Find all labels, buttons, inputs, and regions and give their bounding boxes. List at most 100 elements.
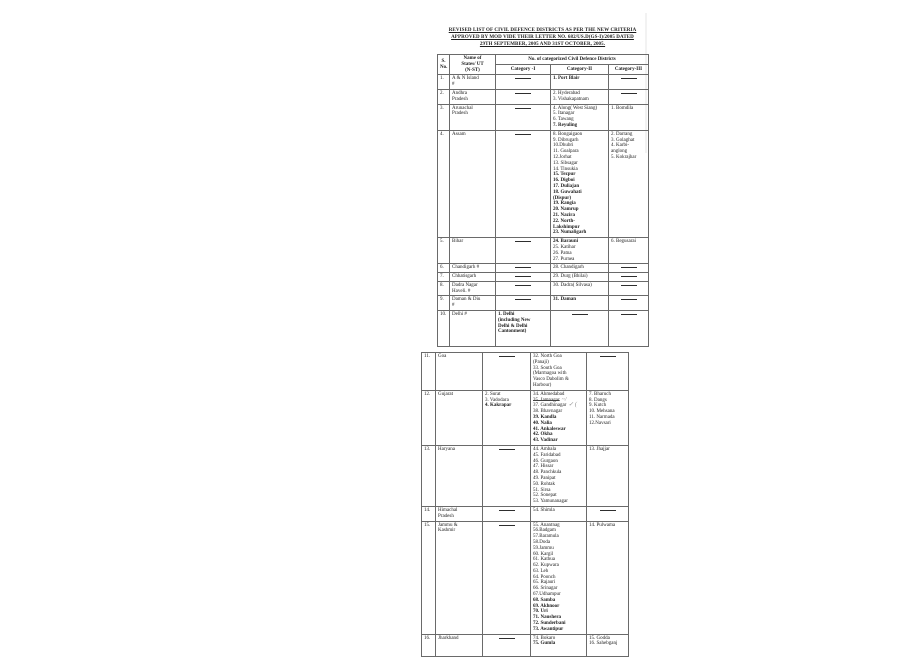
serial-number-cell: 10. <box>437 310 450 348</box>
empty-category-dash <box>620 276 637 278</box>
table-row: 15. Jammu & Kashmir 55. Anantnag 56.Badgam 57… <box>421 520 629 635</box>
category3-cell: 7. Bharuch 8. Dangs 9. Kutch 10. Mehsana 11.… <box>586 389 629 446</box>
empty-category-dash <box>515 284 531 286</box>
empty-category-dash <box>599 356 616 357</box>
col-header-category3: Category-III <box>607 64 650 76</box>
serial-number-cell: 13. <box>421 444 436 507</box>
empty-category-dash <box>620 284 637 286</box>
table-row: 12. Gujarat 2. Surat 3. Vadodara 4. Kakrapar… <box>421 389 629 446</box>
category3-cell <box>607 263 650 274</box>
serial-number-cell: 8. <box>437 280 450 297</box>
title-line: APPROVED BY MOD VIDE THEIR LETTER NO. 68… <box>451 35 634 40</box>
header-text: No. <box>440 64 448 70</box>
table-row: 9. Daman & Diu # 31. Daman <box>437 295 650 312</box>
table-row: 10. Delhi #1. Delhi (including New Delhi & … <box>437 310 650 348</box>
category2-cell: 44. Ambala 45. Faridabad 46. Gurgaon 47. Hi… <box>530 444 587 507</box>
state-name-cell: Chandigarh # <box>449 263 496 274</box>
state-name-cell: A & N Island # <box>449 74 496 90</box>
category2-cell <box>550 310 609 348</box>
table-row: 2. Andhra Pradesh 2. Hyderabad 3. Vishakapat… <box>437 88 650 105</box>
empty-category-dash <box>515 133 531 135</box>
serial-number-cell: 2. <box>437 88 450 105</box>
category3-cell: 14. Pulwama <box>586 520 629 635</box>
category1-cell <box>495 295 551 312</box>
serial-number-cell: 9. <box>437 295 450 312</box>
state-name-cell: Jammu & Kashmir <box>435 520 483 635</box>
category2-cell: 54. Shimla <box>530 505 587 522</box>
civil-defence-table-page1: S. No. Name of States/ UT (N-ST) No. of … <box>437 53 650 348</box>
category2-cell: 29. Durg (Bhilai) <box>550 272 609 282</box>
category1-cell <box>482 444 531 507</box>
category1-cell <box>495 88 551 105</box>
serial-number-cell: 1. <box>437 74 450 90</box>
category2-cell: 24. Barauni 25. Katihar 26. Patna 27. Purne… <box>550 237 609 265</box>
category3-cell <box>607 310 650 348</box>
table-row: 13. Haryana 44. Ambala 45. Faridabad 46. Gur… <box>421 444 629 507</box>
table-row: 4. Assam 8. Bongaigaon 9. Dibrugarh 10.Dhubr… <box>437 129 650 239</box>
category1-cell <box>495 280 551 297</box>
state-name-cell: Delhi # <box>449 310 496 348</box>
empty-category-dash <box>620 299 637 301</box>
category1-cell: 1. Delhi (including New Delhi & Delhi Canto… <box>495 310 551 348</box>
category2-cell: 4. Along( West Siang) 5. Itanagar 6. Tawan… <box>550 103 609 131</box>
empty-category-dash <box>620 92 637 94</box>
serial-number-cell: 11. <box>421 352 436 391</box>
category3-cell <box>607 272 650 282</box>
state-name-cell: Dadra Nagar Haveli. # <box>449 280 496 297</box>
table-row: 11. Goa 32. North Goa (Panaji) 33. South Goa… <box>421 352 629 391</box>
serial-number-cell: 3. <box>437 103 450 131</box>
empty-category-dash <box>620 78 637 80</box>
handwritten-mark: ~/ <box>561 396 567 403</box>
table-row: 3. Arunachal Pradesh 4. Along( West Siang) 5… <box>437 103 650 131</box>
empty-category-dash <box>515 276 531 278</box>
handwritten-mark: ✓ ( <box>568 402 577 409</box>
col-header-category1: Category -I <box>495 64 551 76</box>
category1-cell <box>495 272 551 282</box>
page-1: REVISED LIST OF CIVIL DEFENCE DISTRICTS … <box>437 27 650 348</box>
empty-category-dash <box>498 637 515 639</box>
header-text: States/ UT <box>461 61 484 67</box>
category1-cell <box>495 74 551 90</box>
serial-number-cell: 4. <box>437 129 450 239</box>
header-row-2: Category -I Category-II Category-III <box>438 64 650 76</box>
category3-cell: 1. Bomdila <box>607 103 650 131</box>
col-header-category2: Category-II <box>550 64 609 76</box>
table-row: 6. Chandigarh # 28. Chandigarh <box>437 263 650 274</box>
col-header-state: Name of States/ UT (N-ST) <box>449 53 496 76</box>
category1-cell <box>495 237 551 265</box>
empty-category-dash <box>515 107 531 109</box>
state-name-cell: Andhra Pradesh <box>449 88 496 105</box>
category3-cell <box>607 280 650 297</box>
table-row: 7. Chhatisgarh 29. Durg (Bhilai) <box>437 272 650 282</box>
empty-category-dash <box>571 314 588 316</box>
empty-category-dash <box>620 267 637 269</box>
state-name-cell: Jharkhand <box>435 633 483 657</box>
serial-number-cell: 6. <box>437 263 450 274</box>
category1-cell <box>482 520 531 635</box>
title-line: REVISED LIST OF CIVIL DEFENCE DISTRICTS … <box>448 28 637 33</box>
col-header-span: No. of categorized Civil Defence Distric… <box>494 53 650 66</box>
category2-cell: 74. Bokaro 75. Gumla <box>530 633 587 657</box>
category1-cell <box>482 633 531 657</box>
empty-category-dash <box>498 356 515 357</box>
state-name-cell: Chhatisgarh <box>449 272 496 282</box>
empty-category-dash <box>515 241 531 243</box>
header-text: (N-ST) <box>465 67 480 73</box>
header-text: Name of <box>463 56 482 61</box>
category3-cell: 6. Begusarai <box>607 237 650 265</box>
empty-category-dash <box>599 509 616 511</box>
state-name-cell: Gujarat <box>435 389 483 446</box>
category3-cell <box>586 352 629 391</box>
table-row: 16. Jharkhand 74. Bokaro 75. Gumla 15. Godda… <box>421 633 629 657</box>
document-title: REVISED LIST OF CIVIL DEFENCE DISTRICTS … <box>437 27 648 48</box>
category3-cell: 2. Darrang 3. Golaghat 4. Karbi-anglong 5. … <box>607 129 650 239</box>
header-text: S. <box>441 58 446 64</box>
category1-cell <box>495 103 551 131</box>
empty-category-dash <box>515 267 531 269</box>
category2-cell: 31. Daman <box>550 295 609 312</box>
category2-cell: 55. Anantnag 56.Badgam 57.Baramula 58.Doda 5… <box>530 520 587 635</box>
empty-category-dash <box>498 524 515 526</box>
state-name-cell: Arunachal Pradesh <box>449 103 496 131</box>
category2-cell: 32. North Goa (Panaji) 33. South Goa (Marma… <box>530 352 587 391</box>
category3-cell <box>607 295 650 312</box>
